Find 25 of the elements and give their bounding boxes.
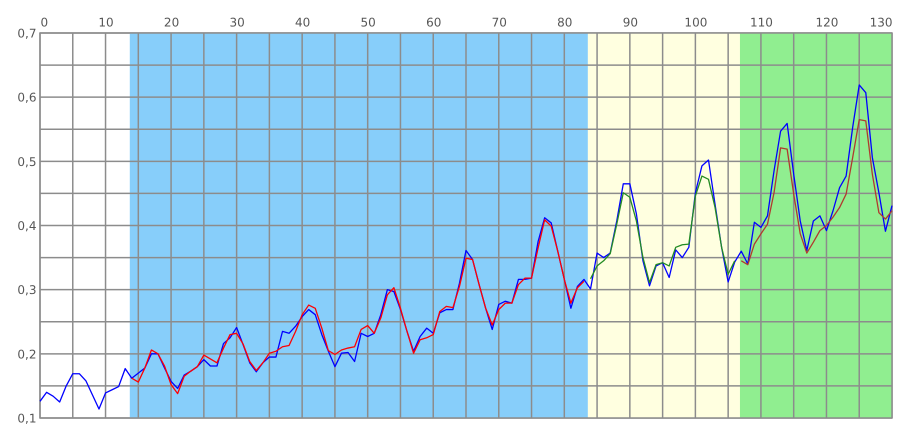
x-tick-label: 100 (684, 16, 708, 30)
x-tick-label: 110 (750, 16, 773, 30)
x-tick-label: 60 (426, 16, 442, 30)
line-series (131, 219, 585, 394)
y-tick-label: 0,7 (17, 26, 36, 40)
x-tick-label: 10 (98, 16, 114, 30)
y-tick-label: 0,3 (17, 283, 36, 298)
line-series (590, 175, 736, 284)
y-tick-label: 0,4 (17, 219, 36, 233)
y-tick-label: 0,5 (17, 154, 36, 169)
x-tick-label: 90 (622, 16, 638, 30)
line-series (740, 118, 893, 266)
x-tick-label: 70 (492, 16, 507, 30)
x-tick-label: 0 (40, 16, 48, 30)
x-tick-label: 80 (557, 16, 572, 30)
y-tick-label: 0,6 (17, 90, 36, 105)
y-tick-label: 0,1 (17, 412, 36, 424)
x-tick-label: 120 (816, 16, 838, 30)
x-tick-label: 40 (295, 16, 310, 30)
line-series (39, 84, 893, 410)
x-tick-label: 30 (229, 16, 245, 30)
x-tick-label: 50 (360, 16, 376, 30)
x-tick-label: 20 (164, 16, 180, 30)
x-tick-label: 130 (870, 16, 892, 30)
y-tick-label: 0,2 (17, 347, 36, 362)
